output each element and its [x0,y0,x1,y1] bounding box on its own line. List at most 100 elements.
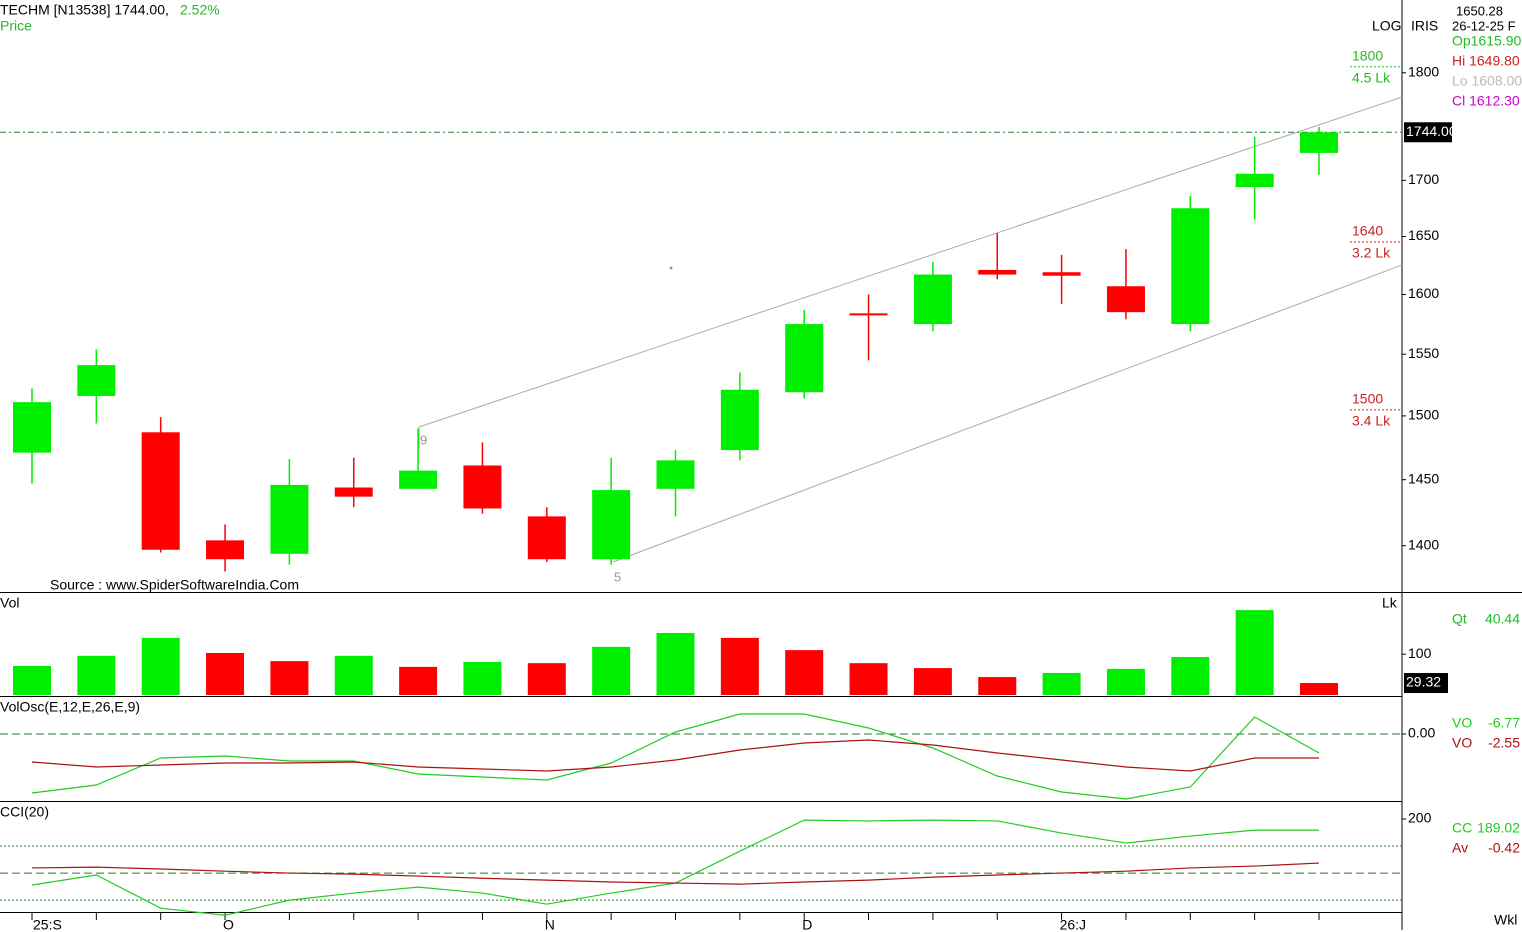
candle-body [592,490,631,560]
y-tick-label: 1450 [1408,470,1439,486]
volume-bar [206,652,245,695]
readout-value: 189.02 [1477,820,1520,836]
level-value: 1640 [1352,223,1383,239]
candle-body [1042,272,1081,276]
unit: Lk [1382,595,1398,611]
readout-value: -6.77 [1488,715,1520,731]
level-volume: 3.2 Lk [1352,245,1391,261]
y-tick-label: 1550 [1408,345,1439,361]
volume-bar [1235,610,1274,695]
source: Source : www.SpiderSoftwareIndia.Com [50,577,299,593]
panel-title: VolOsc(E,12,E,26,E,9) [0,699,140,715]
candle-body [1235,173,1274,188]
period: Wkl [1494,912,1517,928]
x-tick-label: N [545,917,555,932]
volume-bar [592,646,631,695]
indicator-line [31,739,1319,772]
last-volume-label: 29.32 [1406,674,1441,690]
candle-body [463,465,502,509]
volume-bar [527,663,566,695]
open: Op1615.90 [1452,33,1521,49]
y-tick-label: 200 [1408,810,1432,826]
last-price-label: 1744.00 [1406,123,1457,139]
x-tick-label: 25:S [33,917,62,932]
y-tick-label: 1500 [1408,407,1439,423]
close: Cl 1612.30 [1452,93,1520,109]
level-value: 1800 [1352,48,1383,64]
candle-body [913,274,952,325]
scale-type: LOG [1372,18,1402,34]
level-volume: 4.5 Lk [1352,70,1391,86]
candle-body [527,516,566,560]
candle-body [1300,132,1338,153]
volume-bar [849,663,888,695]
volume-bar [978,677,1017,695]
volume-bar [913,668,952,695]
candle-body [1171,208,1210,325]
low: Lo 1608.00 [1452,73,1522,89]
y-tick-label: 1400 [1408,536,1439,552]
candle-body [270,484,309,554]
series-label: Price [0,18,32,34]
candle-body [399,470,438,489]
volume-bar [720,637,759,695]
y-tick-label: 1600 [1408,285,1439,301]
volume-bar [1171,657,1210,695]
symbol: TECHM [N13538] 1744.00, [0,2,169,18]
volume-bar [141,637,180,695]
high: Hi 1649.80 [1452,53,1520,69]
volume-bar [785,650,824,695]
last-volume-box [1404,673,1448,694]
y-tick-label: 100 [1408,645,1432,661]
volume-bar [334,655,373,695]
y-tick-label: 1700 [1408,171,1439,187]
candle-body [334,487,373,497]
candle-body [785,324,824,393]
panel-title: Vol [0,595,19,611]
x-tick-label: 26:J [1060,917,1086,932]
indicator-line [31,819,1319,916]
volume-bar [463,661,502,695]
volume-bar [1042,672,1081,695]
candle-body [978,269,1017,275]
candle-body [206,540,245,560]
info-date: 26-12-25 F [1452,18,1516,33]
candle-body [849,313,888,316]
readout-value: 40.44 [1485,611,1520,627]
readout-label: Qt [1452,611,1467,627]
readout-label: VO [1452,735,1472,751]
volume-bar [1300,683,1338,695]
panel-title: CCI(20) [0,804,49,820]
volume-bar [656,632,695,695]
volume-bar [77,655,116,695]
y-tick-label: 1800 [1408,64,1439,80]
readout-label: Av [1452,840,1468,856]
candle-body [13,402,51,453]
candle-body [720,389,759,451]
volume-bar [13,666,51,695]
x-tick-label: D [802,917,812,932]
level-volume: 3.4 Lk [1352,413,1391,429]
y-tick-label: 0.00 [1408,725,1435,741]
readout-value: -2.55 [1488,735,1520,751]
name: IRIS [1411,18,1438,34]
candle-body [656,460,695,489]
x-tick-label: O [223,917,234,932]
readout-label: VO [1452,715,1472,731]
candle-body [1106,286,1145,313]
last-price-box [1404,122,1452,143]
volume-bar [270,661,309,695]
candle-body [77,365,116,396]
readout-value: -0.42 [1488,840,1520,856]
info-value: 1650.28 [1456,3,1503,18]
volume-bar [1106,668,1145,695]
wave-label: 9 [420,432,427,447]
candle-body [141,432,180,550]
volume-bar [399,666,438,695]
wave-label: 5 [614,569,621,584]
level-value: 1500 [1352,391,1383,407]
channel [418,96,1403,563]
indicator-line [31,713,1320,800]
